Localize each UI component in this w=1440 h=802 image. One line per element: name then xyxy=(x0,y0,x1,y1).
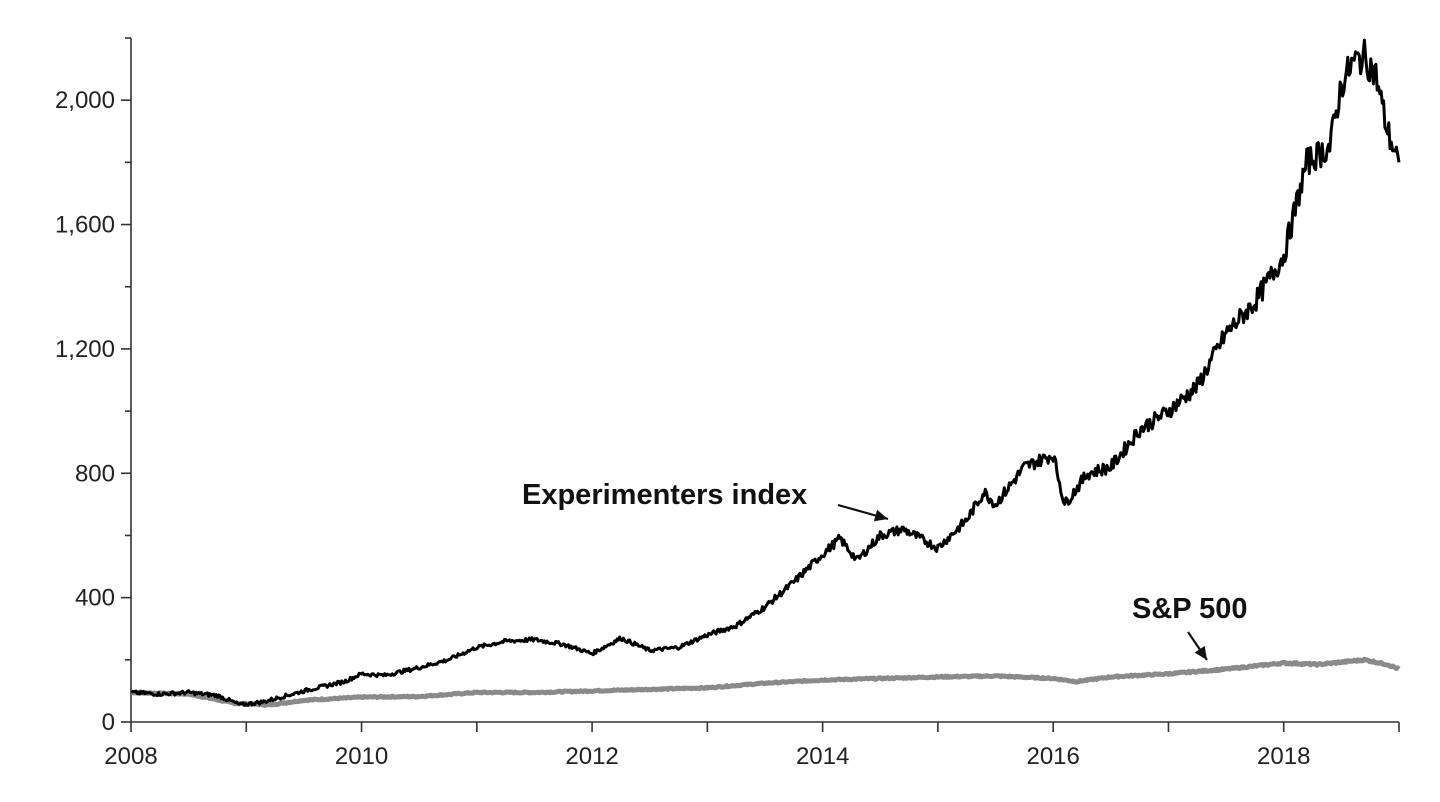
x-tick-label: 2012 xyxy=(565,743,618,770)
annotation-experimenters-arrowhead xyxy=(873,509,888,522)
annotation-sp500-arrowhead xyxy=(1194,645,1207,660)
annotation-experimenters-label: Experimenters index xyxy=(522,479,807,511)
series-line-experimenters-index xyxy=(130,38,1401,707)
x-tick-label: 2014 xyxy=(796,743,849,770)
x-tick-label: 2018 xyxy=(1257,743,1310,770)
series-layer xyxy=(129,38,1401,708)
x-tick-label: 2008 xyxy=(104,743,157,770)
y-tick-label: 1,200 xyxy=(55,336,115,363)
y-tick-label: 1,600 xyxy=(55,212,115,239)
y-axis-ticks: 0 400 800 1,200 1,600 2,000 xyxy=(55,37,131,736)
annotation-experimenters: Experimenters index xyxy=(522,479,889,522)
y-tick-label: 400 xyxy=(75,585,115,612)
series-line-sp500 xyxy=(129,656,1401,708)
y-tick-label: 800 xyxy=(75,460,115,487)
x-axis-ticks: 2008 2010 2012 2014 2016 2018 xyxy=(104,722,1400,770)
annotation-sp500-label: S&P 500 xyxy=(1132,593,1248,625)
annotation-sp500: S&P 500 xyxy=(1132,593,1248,661)
x-tick-label: 2010 xyxy=(335,743,388,770)
y-tick-label: 2,000 xyxy=(55,87,115,114)
y-tick-label: 0 xyxy=(102,709,115,736)
x-tick-label: 2016 xyxy=(1026,743,1079,770)
